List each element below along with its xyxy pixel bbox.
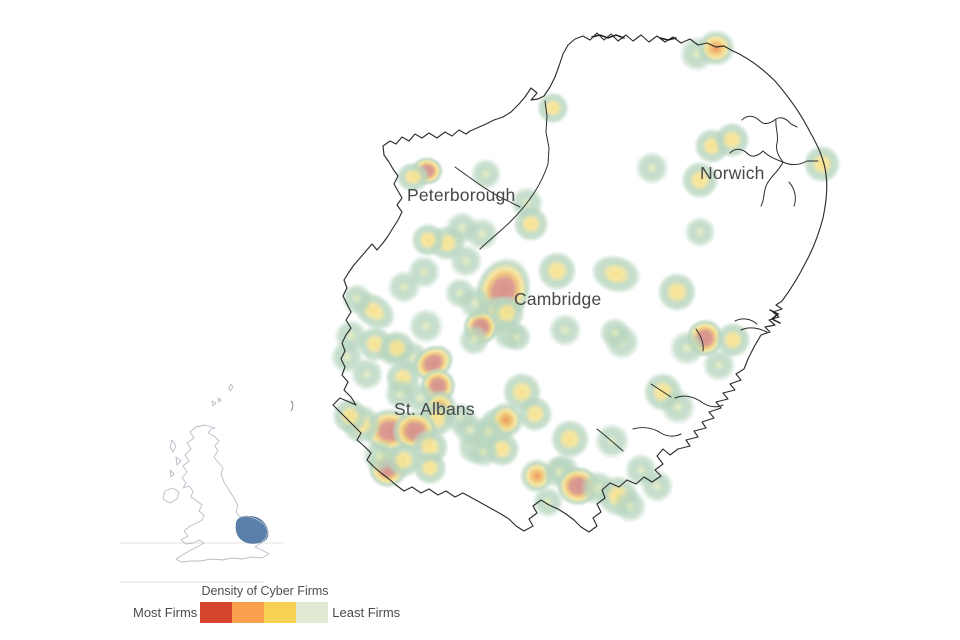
heat-blob bbox=[412, 450, 448, 486]
heat-blob bbox=[678, 35, 716, 73]
heat-blob bbox=[668, 329, 706, 367]
heat-blob bbox=[623, 452, 659, 488]
heat-blob bbox=[340, 403, 382, 445]
heat-blob bbox=[516, 395, 554, 433]
heat-blob bbox=[518, 457, 556, 495]
heat-blob bbox=[333, 318, 369, 354]
city-label-peterborough: Peterborough bbox=[407, 185, 516, 205]
heat-blob bbox=[634, 150, 670, 186]
heat-blob bbox=[713, 121, 751, 159]
heat-blob bbox=[555, 465, 601, 507]
heat-blob bbox=[536, 250, 578, 292]
heat-blob bbox=[639, 468, 675, 504]
heat-blob bbox=[501, 371, 543, 413]
heat-blob bbox=[361, 438, 397, 474]
heat-blob bbox=[394, 339, 430, 375]
legend-swatch bbox=[232, 602, 265, 623]
heat-blob bbox=[693, 127, 731, 165]
heat-blob bbox=[683, 215, 717, 249]
heat-blob bbox=[579, 469, 617, 507]
heat-blob bbox=[331, 397, 369, 435]
heat-blob bbox=[802, 144, 842, 184]
heat-blob bbox=[685, 318, 725, 358]
heat-blob bbox=[656, 271, 698, 313]
heat-blob bbox=[547, 312, 583, 348]
heat-blob bbox=[695, 28, 737, 68]
heat-blob bbox=[378, 329, 416, 367]
heat-blob bbox=[444, 210, 480, 246]
heat-blob bbox=[470, 414, 506, 450]
heat-blob bbox=[512, 205, 550, 243]
legend-color-scale bbox=[200, 602, 329, 623]
heat-blob bbox=[384, 359, 422, 397]
heat-blob bbox=[477, 406, 517, 446]
heat-blob bbox=[410, 222, 446, 258]
heat-blob bbox=[531, 485, 565, 519]
heat-blob bbox=[343, 281, 405, 341]
heat-blob bbox=[545, 452, 581, 488]
heat-blob bbox=[612, 488, 648, 524]
heat-blob bbox=[714, 321, 752, 359]
heat-blob bbox=[491, 316, 527, 352]
heat-blob bbox=[356, 325, 394, 363]
heat-blob bbox=[701, 347, 737, 383]
legend-swatch bbox=[296, 602, 329, 623]
heat-blob bbox=[457, 323, 491, 357]
heat-blob bbox=[374, 332, 410, 368]
legend-most-label: Most Firms bbox=[133, 605, 198, 620]
heat-blob bbox=[536, 91, 570, 125]
heat-blob bbox=[659, 388, 697, 426]
heat-blob bbox=[443, 276, 477, 310]
heat-blob bbox=[427, 224, 467, 262]
heat-blob bbox=[486, 400, 526, 440]
city-label-st-albans: St. Albans bbox=[394, 399, 475, 419]
heat-blob bbox=[596, 474, 640, 518]
heat-blob bbox=[349, 356, 385, 392]
heat-blob bbox=[386, 269, 422, 305]
heat-blob bbox=[462, 308, 500, 346]
heat-blob bbox=[410, 156, 444, 186]
legend-swatch bbox=[200, 602, 233, 623]
city-label-norwich: Norwich bbox=[700, 163, 765, 183]
legend-title: Density of Cyber Firms bbox=[201, 584, 329, 598]
heat-blob bbox=[457, 285, 493, 321]
heat-blob bbox=[406, 254, 442, 290]
heat-blob bbox=[466, 435, 500, 469]
heat-blob bbox=[603, 323, 641, 361]
heat-blob bbox=[501, 321, 533, 353]
heat-blob bbox=[385, 441, 423, 479]
heat-blob bbox=[541, 454, 577, 490]
heat-blob bbox=[329, 339, 365, 375]
heat-blob bbox=[598, 316, 632, 350]
heat-blob bbox=[642, 371, 684, 413]
heat-blob bbox=[593, 422, 631, 460]
heat-blob bbox=[404, 335, 462, 391]
legend-least-label: Least Firms bbox=[332, 605, 401, 620]
heat-blob bbox=[475, 294, 519, 338]
heat-blob bbox=[456, 430, 492, 466]
heat-blob bbox=[340, 282, 374, 316]
heat-blob bbox=[448, 243, 484, 279]
legend-swatch bbox=[264, 602, 297, 623]
city-label-cambridge: Cambridge bbox=[514, 289, 602, 309]
legend: Most Firms Least Firms bbox=[133, 602, 400, 623]
heat-blob bbox=[483, 430, 521, 468]
heat-blob bbox=[367, 447, 409, 489]
heat-blob bbox=[407, 307, 445, 345]
heat-blob bbox=[464, 216, 500, 252]
heat-blob bbox=[410, 427, 450, 467]
heat-blob bbox=[549, 418, 591, 460]
